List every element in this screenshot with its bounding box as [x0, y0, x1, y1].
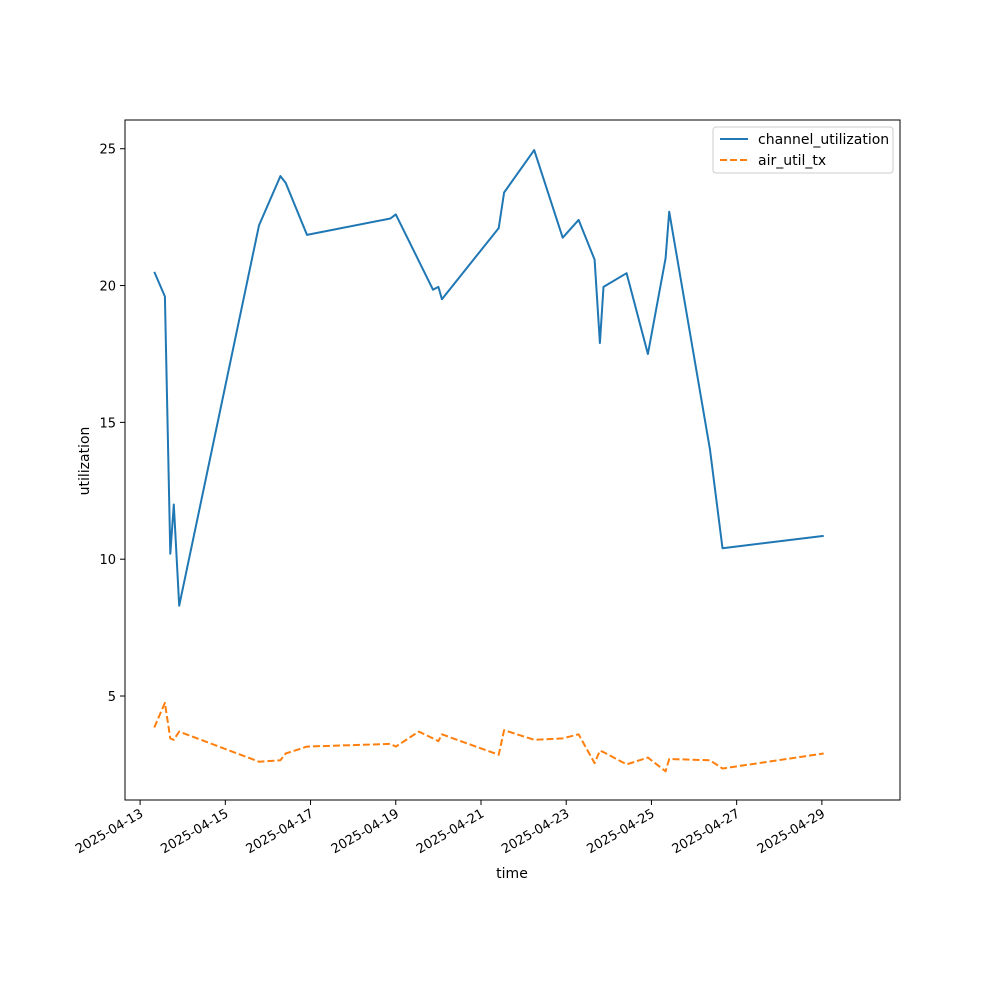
plot-frame [124, 119, 901, 801]
series-layer [153, 149, 824, 773]
x-tick-label: 2025-04-29 [755, 806, 828, 857]
legend-label-air_util_tx: air_util_tx [758, 153, 826, 169]
x-tick-label: 2025-04-17 [244, 806, 317, 857]
y-tick-label: 5 [108, 690, 116, 705]
legend-label-channel_utilization: channel_utilization [758, 132, 889, 148]
x-tick-label: 2025-04-25 [584, 806, 657, 857]
series-line-channel_utilization [153, 149, 824, 607]
x-tick-label: 2025-04-15 [158, 806, 231, 857]
legend-box [712, 126, 894, 174]
y-axis-label: utilization [77, 427, 93, 496]
x-axis-label: time [496, 866, 528, 882]
y-axis: 5 10 15 20 25 [99, 143, 125, 705]
series-line-air_util_tx [153, 701, 824, 773]
x-axis: 2025-04-13 2025-04-15 2025-04-17 2025-04-19… [73, 800, 828, 857]
x-tick-label: 2025-04-27 [670, 806, 743, 857]
y-tick-label: 10 [99, 553, 116, 568]
x-tick-label: 2025-04-19 [329, 806, 402, 857]
y-tick-label: 20 [99, 280, 116, 295]
x-tick-label: 2025-04-13 [73, 806, 146, 857]
y-tick-label: 15 [99, 416, 116, 431]
x-tick-label: 2025-04-23 [499, 806, 572, 857]
legend: channel_utilization air_util_tx [712, 126, 894, 174]
y-tick-label: 25 [99, 143, 116, 158]
x-tick-label: 2025-04-21 [414, 806, 487, 857]
plot-area [124, 119, 901, 801]
